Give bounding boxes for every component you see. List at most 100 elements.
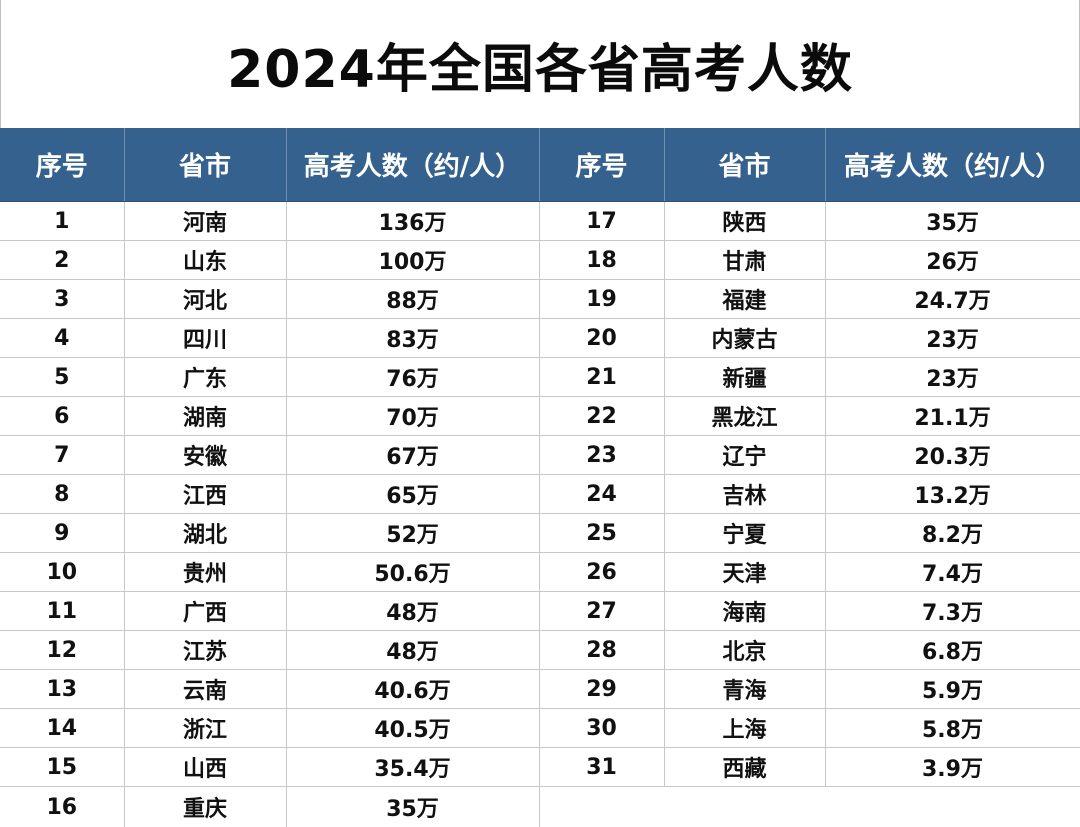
row-count: 20.3万 [825, 436, 1080, 475]
row-province: 西藏 [664, 748, 825, 787]
row-province: 广东 [124, 358, 286, 397]
row-seq: 11 [0, 592, 124, 631]
row-count: 40.5万 [286, 709, 539, 748]
row-seq: 16 [0, 787, 124, 827]
header-count-right: 高考人数（约/人） [825, 128, 1080, 202]
row-count: 50.6万 [286, 553, 539, 592]
row-seq: 1 [0, 202, 124, 241]
row-count: 7.4万 [825, 553, 1080, 592]
row-seq: 21 [539, 358, 664, 397]
row-count: 21.1万 [825, 397, 1080, 436]
header-seq-left: 序号 [0, 128, 124, 202]
row-seq: 15 [0, 748, 124, 787]
row-province: 山东 [124, 241, 286, 280]
row-seq: 9 [0, 514, 124, 553]
row-province: 云南 [124, 670, 286, 709]
page-title: 2024年全国各省高考人数 [0, 0, 1080, 128]
row-seq: 27 [539, 592, 664, 631]
row-province: 河北 [124, 280, 286, 319]
row-province: 新疆 [664, 358, 825, 397]
header-row: 序号 省市 高考人数（约/人） 序号 省市 高考人数（约/人） [0, 128, 1080, 202]
row-count: 13.2万 [825, 475, 1080, 514]
row-count: 23万 [825, 358, 1080, 397]
row-province: 山西 [124, 748, 286, 787]
row-seq: 20 [539, 319, 664, 358]
row-count: 136万 [286, 202, 539, 241]
row-province: 湖南 [124, 397, 286, 436]
row-count: 35万 [286, 787, 539, 827]
row-seq: 26 [539, 553, 664, 592]
row-province: 上海 [664, 709, 825, 748]
row-count: 35.4万 [286, 748, 539, 787]
row-province: 吉林 [664, 475, 825, 514]
header-province-right: 省市 [664, 128, 825, 202]
row-province: 重庆 [124, 787, 286, 827]
row-count: 76万 [286, 358, 539, 397]
row-seq: 5 [0, 358, 124, 397]
row-province: 辽宁 [664, 436, 825, 475]
row-seq: 23 [539, 436, 664, 475]
row-count: 3.9万 [825, 748, 1080, 787]
row-count: 6.8万 [825, 631, 1080, 670]
row-province: 湖北 [124, 514, 286, 553]
row-seq: 24 [539, 475, 664, 514]
row-seq: 3 [0, 280, 124, 319]
row-seq: 18 [539, 241, 664, 280]
row-province: 贵州 [124, 553, 286, 592]
row-province: 江西 [124, 475, 286, 514]
row-seq: 29 [539, 670, 664, 709]
row-count: 40.6万 [286, 670, 539, 709]
row-count: 100万 [286, 241, 539, 280]
row-province: 广西 [124, 592, 286, 631]
empty-cell [664, 787, 825, 827]
row-count: 67万 [286, 436, 539, 475]
row-count: 8.2万 [825, 514, 1080, 553]
row-count: 65万 [286, 475, 539, 514]
row-seq: 4 [0, 319, 124, 358]
header-count-left: 高考人数（约/人） [286, 128, 539, 202]
row-count: 5.8万 [825, 709, 1080, 748]
row-count: 23万 [825, 319, 1080, 358]
row-province: 江苏 [124, 631, 286, 670]
row-count: 52万 [286, 514, 539, 553]
header-seq-right: 序号 [539, 128, 664, 202]
row-province: 河南 [124, 202, 286, 241]
row-province: 青海 [664, 670, 825, 709]
row-province: 甘肃 [664, 241, 825, 280]
row-province: 内蒙古 [664, 319, 825, 358]
row-count: 83万 [286, 319, 539, 358]
row-seq: 17 [539, 202, 664, 241]
row-seq: 28 [539, 631, 664, 670]
header-province-left: 省市 [124, 128, 286, 202]
empty-cell [825, 787, 1080, 827]
row-seq: 12 [0, 631, 124, 670]
row-count: 24.7万 [825, 280, 1080, 319]
row-count: 70万 [286, 397, 539, 436]
row-seq: 31 [539, 748, 664, 787]
row-province: 浙江 [124, 709, 286, 748]
row-province: 黑龙江 [664, 397, 825, 436]
row-province: 福建 [664, 280, 825, 319]
row-seq: 7 [0, 436, 124, 475]
row-count: 88万 [286, 280, 539, 319]
row-seq: 13 [0, 670, 124, 709]
row-seq: 19 [539, 280, 664, 319]
row-province: 四川 [124, 319, 286, 358]
row-count: 26万 [825, 241, 1080, 280]
